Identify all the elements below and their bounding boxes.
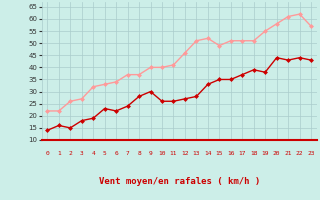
Text: Vent moyen/en rafales ( km/h ): Vent moyen/en rafales ( km/h ) xyxy=(99,177,260,186)
